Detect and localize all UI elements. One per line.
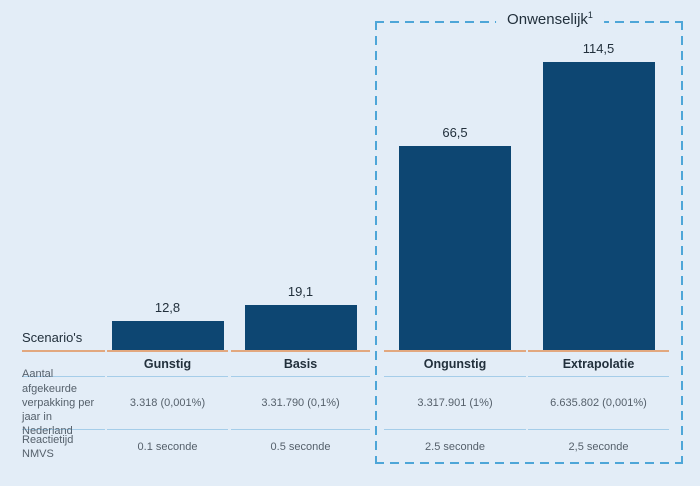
row-label-aantal-afgekeurde: Aantal afgekeurde verpakking per jaar in… [22,368,105,437]
dashed-border-left [375,21,377,464]
bar-basis [244,305,357,350]
bar-value-label-ongunstig: 66,5 [442,125,468,140]
column-extrapolatie: 114,5 Extrapolatie 6.635.802 (0,001%) 2,… [528,0,669,464]
column-gunstig: 12,8 Gunstig 3.318 (0,001%) 0.1 seconde [107,0,228,464]
scenarios-axis-label: Scenario's [22,330,83,345]
axis-label-area: Scenario's [22,0,105,352]
row-label-reactietijd-nmvs: Reactietijd NMVS [22,433,74,460]
onwenselijk-text: Onwenselijk [507,11,588,28]
onwenselijk-label: Onwenselijk1 [496,11,604,28]
column-ongunstig: 66,5 Ongunstig 3.317.901 (1%) 2.5 second… [384,0,526,464]
chart-area-extrapolatie: 114,5 [528,0,669,352]
cell-aantal-basis: 3.31.790 (0,1%) [231,377,370,430]
bar-value-label-gunstig: 12,8 [154,300,181,315]
bar-gunstig [111,321,224,350]
cell-aantal-gunstig: 3.318 (0,001%) [107,377,228,430]
chart-area-basis: 19,1 [231,0,370,352]
onwenselijk-dashed-box: Onwenselijk1 [375,11,683,464]
bar-value-label-basis: 19,1 [287,284,314,299]
chart-area-gunstig: 12,8 [107,0,228,352]
dashed-border-bottom [375,462,683,464]
chart-area-ongunstig: 66,5 [384,0,526,352]
column-header-gunstig: Gunstig [107,352,228,377]
bar-value-label-extrapolatie: 114,5 [582,41,615,56]
bar-extrapolatie [542,62,655,350]
column-header-extrapolatie: Extrapolatie [528,352,669,377]
cell-reactietijd-ongunstig: 2.5 seconde [425,441,485,453]
cell-reactietijd-extrapolatie: 2,5 seconde [568,441,629,453]
header-spacer [22,352,105,377]
cell-reactietijd-basis: 0.5 seconde [270,441,331,453]
onwenselijk-footnote-marker: 1 [587,10,593,20]
column-header-basis: Basis [231,352,370,377]
bar-ongunstig [399,146,511,350]
column-header-ongunstig: Ongunstig [384,352,526,377]
dashed-border-right [681,21,683,464]
cell-aantal-extrapolatie: 6.635.802 (0,001%) [528,377,669,430]
cell-reactietijd-gunstig: 0.1 seconde [137,441,198,453]
row-label-column: Scenario's Aantal afgekeurde verpakking … [22,0,105,464]
cell-aantal-ongunstig: 3.317.901 (1%) [384,377,526,430]
column-basis: 19,1 Basis 3.31.790 (0,1%) 0.5 seconde [231,0,370,464]
